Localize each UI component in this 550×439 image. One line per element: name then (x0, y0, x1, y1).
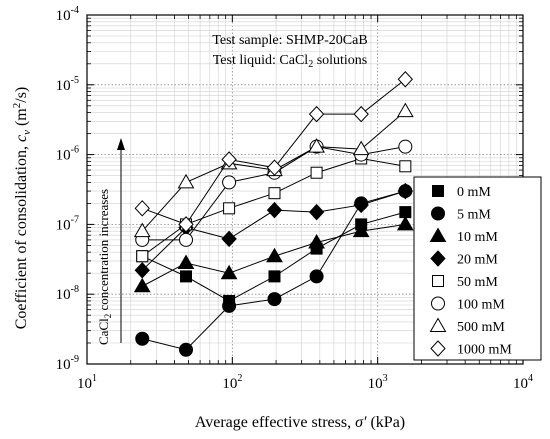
data-point (133, 277, 151, 293)
y-axis-label: Coefficient of consolidation, cv (m2/s) (11, 87, 33, 330)
data-point (397, 71, 414, 88)
legend-label: 0 mM (457, 185, 491, 200)
legend-label: 20 mM (457, 253, 498, 268)
legend-marker (430, 250, 446, 267)
annotation-test-liquid: Test liquid: CaCl2 solutions (213, 53, 368, 70)
concentration-arrow (117, 138, 125, 343)
series-group (133, 71, 414, 357)
legend-marker (430, 340, 446, 357)
legend-label: 1000 mM (457, 343, 512, 358)
data-point (266, 201, 283, 219)
data-point (310, 166, 323, 179)
data-point (268, 187, 281, 200)
data-point (309, 269, 324, 284)
legend: 0 mM 5 mM 10 mM 20 mM 50 mM 100 mM 500 mM 1000 … (413, 176, 542, 361)
data-point (179, 232, 194, 247)
data-point (179, 342, 194, 357)
legend-item: 500 mM (429, 317, 505, 335)
legend-item: 0 mM (432, 185, 491, 200)
legend-item: 1000 mM (430, 340, 512, 358)
legend-label: 100 mM (457, 298, 505, 313)
y-tick-label: 10-5 (56, 75, 79, 94)
data-point (134, 200, 150, 217)
legend-item: 20 mM (430, 250, 498, 268)
series-1000-mm (134, 71, 414, 233)
legend-label: 10 mM (457, 230, 498, 245)
data-point (222, 298, 237, 313)
legend-marker (431, 206, 445, 221)
data-point (266, 247, 283, 263)
data-point (353, 105, 369, 123)
data-point (177, 254, 195, 269)
x-axis-label: Average effective stress, σ′ (kPa) (195, 414, 405, 431)
data-point (396, 102, 414, 118)
legend-marker (429, 227, 447, 242)
data-point (396, 215, 414, 231)
data-point (267, 292, 282, 307)
legend-item: 100 mM (431, 296, 505, 313)
x-tick-label: 104 (513, 373, 533, 392)
data-point (135, 331, 150, 346)
data-point (220, 264, 238, 280)
data-point (308, 234, 325, 249)
legend-marker (431, 296, 445, 311)
data-point (221, 151, 237, 168)
data-point (134, 262, 150, 279)
y-tick-label: 10-8 (56, 284, 79, 303)
x-tick-label: 101 (77, 373, 97, 392)
legend-marker (432, 275, 444, 287)
data-point (397, 182, 414, 200)
arrow-label: CaCl2 concentration increases (96, 189, 113, 345)
x-tick-label: 102 (222, 373, 242, 392)
annotation-test-sample: Test sample: SHMP-20CaB (212, 33, 367, 48)
data-point (223, 202, 236, 215)
data-point (266, 159, 283, 176)
data-point (177, 173, 195, 189)
data-point (399, 160, 412, 173)
data-point (308, 138, 325, 153)
data-point (221, 230, 237, 248)
y-tick-label: 10-7 (56, 214, 79, 233)
data-point (180, 270, 193, 283)
legend-item: 5 mM (431, 206, 491, 223)
legend-marker (429, 317, 447, 332)
data-point (308, 203, 325, 221)
series-10-mm (133, 215, 414, 293)
legend-label: 500 mM (457, 320, 505, 335)
legend-item: 50 mM (432, 275, 498, 290)
data-point (308, 105, 325, 123)
data-point (352, 222, 370, 238)
data-point (268, 270, 281, 283)
y-tick-label: 10-4 (56, 5, 79, 24)
data-point (136, 250, 149, 263)
legend-item: 10 mM (429, 227, 498, 245)
y-tick-label: 10-9 (56, 354, 79, 373)
legend-marker (432, 185, 444, 197)
data-point (353, 196, 369, 214)
data-point (133, 222, 151, 238)
data-point (398, 139, 413, 154)
x-tick-label: 103 (368, 373, 388, 392)
legend-label: 5 mM (457, 208, 491, 223)
data-point (352, 140, 370, 156)
data-point (178, 216, 194, 233)
y-tick-label: 10-6 (56, 145, 79, 164)
legend-label: 50 mM (457, 275, 498, 290)
data-point (222, 175, 237, 190)
